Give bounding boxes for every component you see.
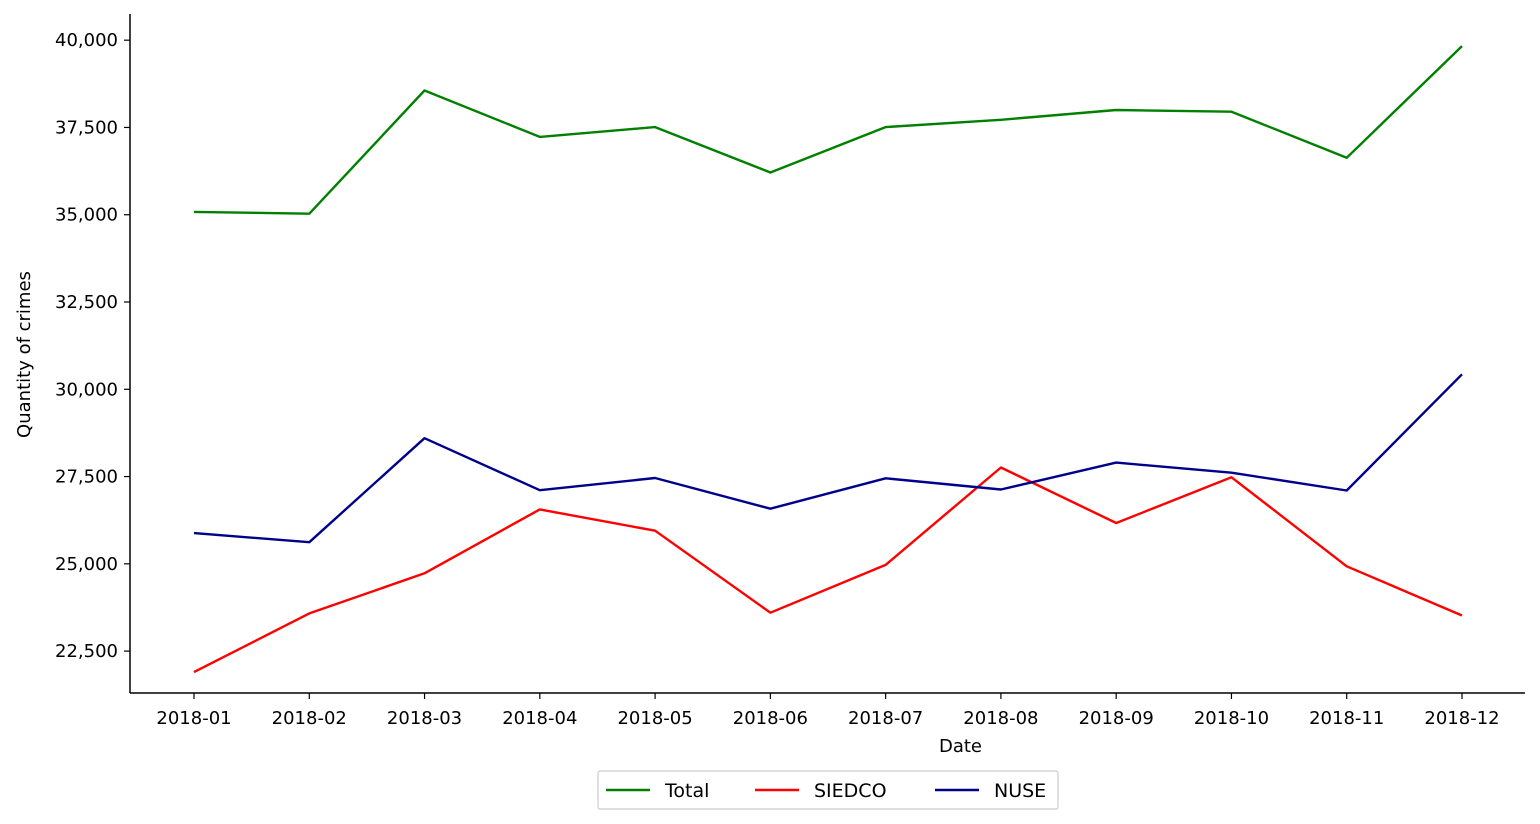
legend-box — [597, 770, 1059, 810]
y-tick-label: 37,500 — [55, 117, 118, 138]
x-tick-label: 2018-11 — [1309, 708, 1384, 729]
y-axis-title: Quantity of crimes — [14, 271, 35, 438]
legend-label-total: Total — [664, 780, 709, 802]
series-line-siedco — [193, 466, 1463, 674]
y-tick-label: 22,500 — [55, 641, 118, 662]
series-line-nuse — [193, 373, 1463, 544]
y-tick-label: 32,500 — [55, 292, 118, 313]
x-tick-label: 2018-10 — [1194, 708, 1269, 729]
x-tick-label: 2018-05 — [617, 708, 692, 729]
x-tick-label: 2018-02 — [272, 708, 347, 729]
y-tick-label: 35,000 — [55, 205, 118, 226]
y-tick-label: 30,000 — [55, 379, 118, 400]
plot-lines — [193, 45, 1463, 674]
x-tick-label: 2018-03 — [387, 708, 462, 729]
y-tick-label: 40,000 — [55, 30, 118, 51]
x-tick-label: 2018-04 — [502, 708, 577, 729]
x-tick-label: 2018-08 — [963, 708, 1038, 729]
legend-label-nuse: NUSE — [994, 780, 1046, 802]
x-tick-label: 2018-01 — [156, 708, 231, 729]
legend-label-siedco: SIEDCO — [814, 780, 887, 802]
x-tick-label: 2018-12 — [1424, 708, 1499, 729]
x-tick-label: 2018-06 — [733, 708, 808, 729]
y-tick-label: 27,500 — [55, 467, 118, 488]
legend: Total SIEDCO NUSE — [597, 770, 1059, 810]
y-ticks: 22,500 25,000 27,500 30,000 32,500 35,000 37,5… — [55, 30, 130, 662]
x-tick-label: 2018-07 — [848, 708, 923, 729]
y-tick-label: 25,000 — [55, 554, 118, 575]
x-axis-title: Date — [939, 736, 982, 757]
x-tick-label: 2018-09 — [1079, 708, 1154, 729]
series-line-total — [193, 45, 1463, 215]
x-ticks: 2018-01 2018-02 2018-03 2018-04 2018-05 2018-… — [156, 693, 1500, 729]
